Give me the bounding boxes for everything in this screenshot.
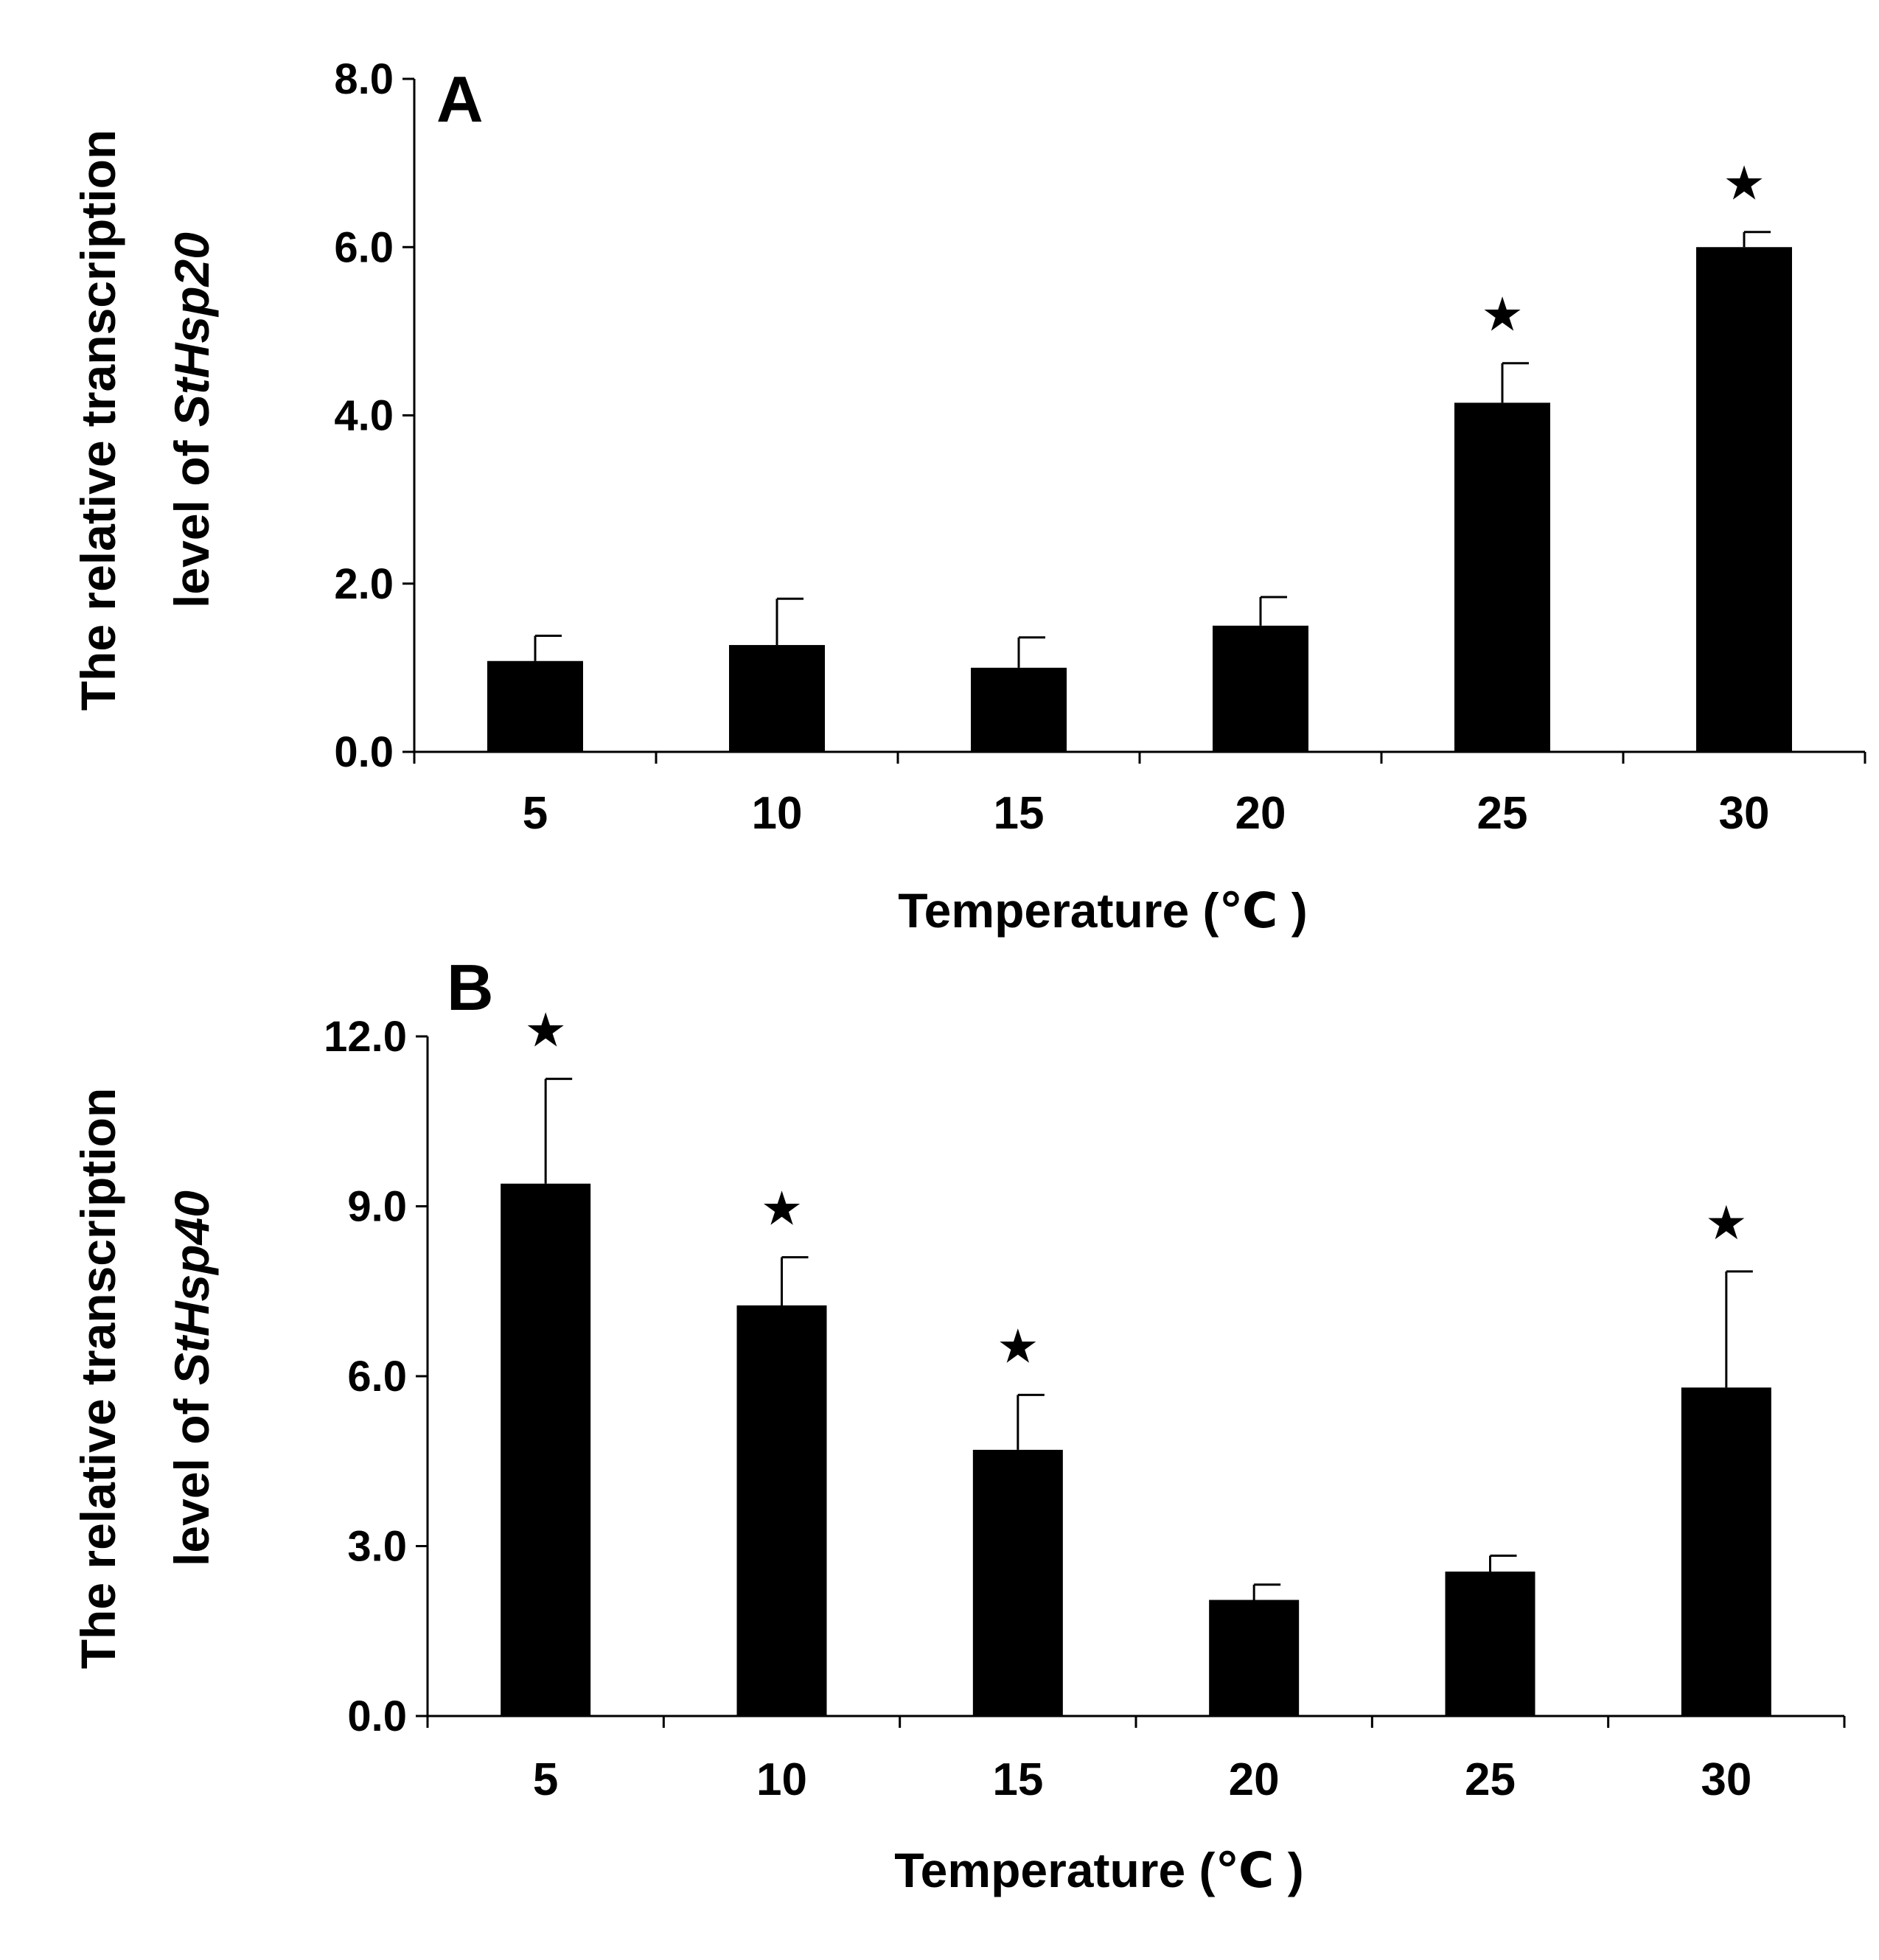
x-axis-title: Temperature (℃ ) [898,883,1307,938]
x-tick-label: 20 [1229,1754,1280,1805]
significance-star: ★ [1705,1196,1747,1249]
bar [1445,1572,1535,1716]
panel-b-chart: 0.0 3.0 6.0 9.0 12.0 5 ★ 10 ★ 15 ★ 20 25 30 ★ Temperatu… [71,951,1846,1897]
x-tick-label: 15 [994,788,1045,839]
bar [1696,247,1792,752]
y-tick-label: 4.0 [334,392,394,440]
bar [501,1183,591,1716]
x-tick-label: 10 [752,788,803,839]
y-tick-label: 3.0 [347,1523,407,1571]
x-tick-label: 25 [1465,1754,1516,1805]
significance-star: ★ [1481,288,1523,341]
bar [1213,625,1308,752]
bar [736,1305,827,1716]
x-tick-label: 30 [1719,788,1770,839]
significance-star: ★ [761,1182,803,1235]
y-axis-title-line1: The relative transcription [71,1088,125,1670]
bar [1209,1600,1300,1716]
panel-a-chart: 0.0 2.0 4.0 6.0 8.0 5 10 15 20 25 ★ 30 ★ Temperature … [71,55,1866,938]
x-tick-label: 20 [1235,788,1286,839]
bar [729,645,825,752]
x-tick-label: 10 [756,1754,807,1805]
significance-star: ★ [524,1004,566,1057]
y-axis-title-gene: StHsp40 [164,1190,219,1385]
y-tick-label: 0.0 [347,1692,407,1740]
y-axis-title-line2: level of StHsp40 [164,1190,219,1566]
x-tick-label: 5 [523,788,548,839]
y-axis-title-line1: The relative transcription [71,130,125,711]
bar [1454,402,1550,752]
x-tick-label: 5 [533,1754,558,1805]
significance-star: ★ [1723,157,1765,210]
panel-letter: B [447,951,494,1024]
y-tick-label: 0.0 [334,728,394,776]
bar [971,667,1067,752]
x-tick-label: 25 [1477,788,1528,839]
y-axis-title-line2: level of StHsp20 [164,232,219,608]
y-axis-title-prefix: level of [164,427,219,608]
significance-star: ★ [997,1319,1039,1373]
y-tick-label: 6.0 [347,1353,407,1401]
bar [972,1449,1063,1716]
bar [487,660,583,752]
y-axis-title-gene: StHsp20 [164,232,219,427]
y-tick-label: 12.0 [324,1013,407,1061]
bar [1681,1387,1771,1716]
y-axis-title-prefix: level of [164,1385,219,1566]
x-tick-label: 30 [1701,1754,1751,1805]
y-tick-label: 2.0 [334,560,394,608]
x-axis-title: Temperature (℃ ) [894,1843,1303,1897]
y-tick-label: 9.0 [347,1183,407,1231]
panel-letter: A [436,63,484,136]
x-tick-label: 15 [992,1754,1043,1805]
y-tick-label: 6.0 [334,223,394,271]
y-tick-label: 8.0 [334,55,394,103]
